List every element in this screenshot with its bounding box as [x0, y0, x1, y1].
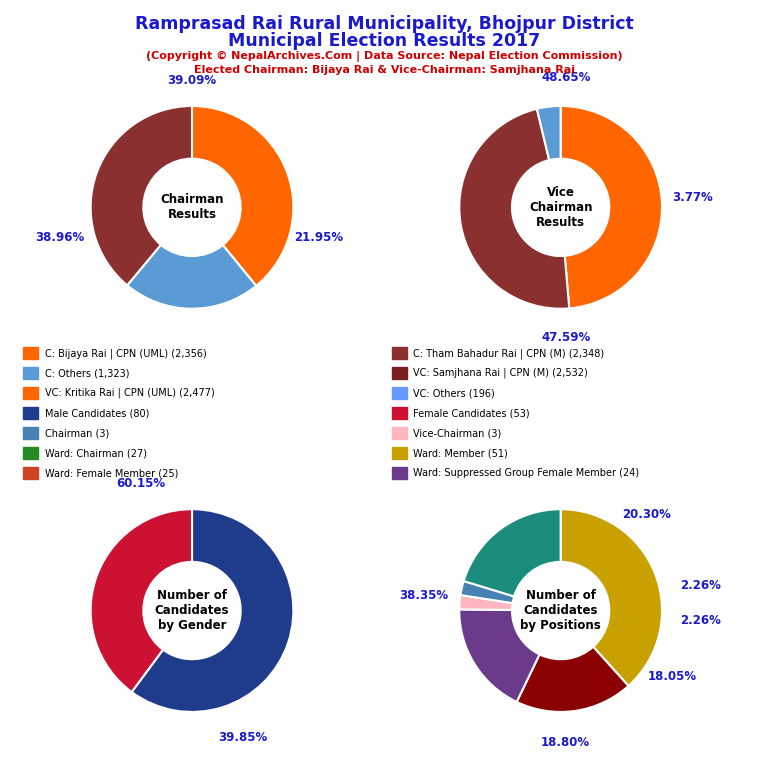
- Text: 39.09%: 39.09%: [167, 74, 217, 87]
- Text: C: Bijaya Rai | CPN (UML) (2,356): C: Bijaya Rai | CPN (UML) (2,356): [45, 348, 207, 359]
- Text: 2.26%: 2.26%: [680, 614, 721, 627]
- Text: 60.15%: 60.15%: [117, 478, 166, 490]
- Wedge shape: [537, 106, 561, 160]
- Text: Chairman (3): Chairman (3): [45, 428, 109, 439]
- Text: Chairman
Results: Chairman Results: [161, 194, 223, 221]
- Wedge shape: [131, 509, 293, 712]
- Text: (Copyright © NepalArchives.Com | Data Source: Nepal Election Commission): (Copyright © NepalArchives.Com | Data So…: [146, 51, 622, 61]
- Text: Ward: Member (51): Ward: Member (51): [413, 448, 508, 458]
- Text: 20.30%: 20.30%: [622, 508, 671, 521]
- Wedge shape: [461, 581, 514, 603]
- Text: 21.95%: 21.95%: [294, 231, 343, 244]
- Text: 18.80%: 18.80%: [541, 736, 591, 749]
- Text: 47.59%: 47.59%: [541, 330, 591, 343]
- Text: Ward: Chairman (27): Ward: Chairman (27): [45, 448, 147, 458]
- Wedge shape: [127, 245, 257, 309]
- Wedge shape: [517, 647, 628, 712]
- Text: Vice
Chairman
Results: Vice Chairman Results: [529, 186, 592, 229]
- Wedge shape: [459, 609, 540, 702]
- Wedge shape: [464, 509, 561, 597]
- Text: Municipal Election Results 2017: Municipal Election Results 2017: [228, 32, 540, 50]
- Text: VC: Others (196): VC: Others (196): [413, 388, 495, 399]
- Text: 38.96%: 38.96%: [35, 231, 84, 244]
- Wedge shape: [192, 106, 293, 286]
- Text: C: Others (1,323): C: Others (1,323): [45, 368, 129, 379]
- Text: Female Candidates (53): Female Candidates (53): [413, 408, 530, 419]
- Text: VC: Kritika Rai | CPN (UML) (2,477): VC: Kritika Rai | CPN (UML) (2,477): [45, 388, 214, 399]
- Wedge shape: [91, 106, 192, 285]
- Text: VC: Samjhana Rai | CPN (M) (2,532): VC: Samjhana Rai | CPN (M) (2,532): [413, 368, 588, 379]
- Text: C: Tham Bahadur Rai | CPN (M) (2,348): C: Tham Bahadur Rai | CPN (M) (2,348): [413, 348, 604, 359]
- Wedge shape: [561, 106, 662, 309]
- Text: Number of
Candidates
by Gender: Number of Candidates by Gender: [154, 589, 230, 632]
- Text: 48.65%: 48.65%: [541, 71, 591, 84]
- Text: 18.05%: 18.05%: [647, 670, 697, 683]
- Text: 39.85%: 39.85%: [218, 731, 267, 743]
- Text: Ramprasad Rai Rural Municipality, Bhojpur District: Ramprasad Rai Rural Municipality, Bhojpu…: [134, 15, 634, 33]
- Text: Ward: Suppressed Group Female Member (24): Ward: Suppressed Group Female Member (24…: [413, 468, 639, 478]
- Text: 2.26%: 2.26%: [680, 579, 721, 591]
- Text: Number of
Candidates
by Positions: Number of Candidates by Positions: [520, 589, 601, 632]
- Text: Vice-Chairman (3): Vice-Chairman (3): [413, 428, 502, 439]
- Wedge shape: [561, 509, 662, 686]
- Wedge shape: [91, 509, 192, 692]
- Text: Ward: Female Member (25): Ward: Female Member (25): [45, 468, 178, 478]
- Wedge shape: [459, 595, 512, 610]
- Wedge shape: [459, 109, 569, 309]
- Text: 3.77%: 3.77%: [672, 190, 713, 204]
- Text: Elected Chairman: Bijaya Rai & Vice-Chairman: Samjhana Rai: Elected Chairman: Bijaya Rai & Vice-Chai…: [194, 65, 574, 75]
- Text: Male Candidates (80): Male Candidates (80): [45, 408, 149, 419]
- Text: 38.35%: 38.35%: [399, 589, 449, 602]
